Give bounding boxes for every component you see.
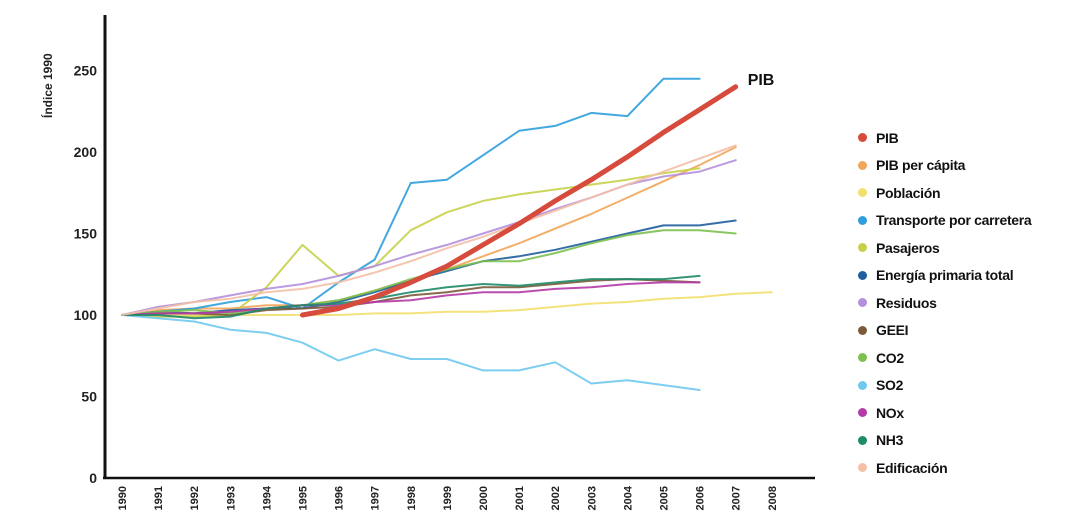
- x-tick-label: 1990: [117, 486, 129, 510]
- legend-label: PIB per cápita: [876, 157, 966, 174]
- x-tick-label: 1997: [370, 486, 382, 510]
- x-tick-label: 2005: [659, 486, 671, 510]
- legend-swatch: [858, 133, 867, 143]
- x-tick-label: 2006: [695, 486, 707, 510]
- series-line: [121, 274, 701, 320]
- legend-item: Transporte por carretera: [858, 207, 1032, 235]
- y-tick-label: 0: [89, 470, 97, 486]
- series-line: [121, 159, 737, 316]
- legend-item: NH3: [858, 427, 1031, 455]
- legend: PIB PIB per cápita Población Transporte por…: [858, 124, 1032, 482]
- legend-swatch: [858, 188, 867, 198]
- legend-label: Población: [876, 184, 941, 201]
- legend-label: Pasajeros: [876, 239, 940, 256]
- legend-item: PIB: [858, 124, 1031, 152]
- legend-swatch: [858, 463, 867, 473]
- legend-label: CO2: [876, 349, 904, 366]
- legend-swatch: [858, 325, 867, 335]
- legend-item: GEEI: [858, 317, 1031, 345]
- legend-swatch: [858, 435, 867, 445]
- series-line: [121, 167, 701, 318]
- x-tick-label: 2000: [478, 486, 490, 510]
- x-tick-label: 2003: [586, 486, 598, 510]
- legend-label: Energía primaria total: [876, 267, 1014, 284]
- legend-swatch: [858, 215, 867, 225]
- legend-label: NH3: [876, 432, 904, 449]
- legend-item: Población: [858, 179, 1031, 207]
- legend-swatch: [858, 243, 867, 253]
- legend-swatch: [858, 353, 867, 363]
- x-tick-label: 1994: [261, 485, 273, 510]
- x-tick-label: 1993: [225, 486, 237, 510]
- series-line: [121, 314, 701, 391]
- legend-swatch: [858, 270, 867, 280]
- y-tick-label: 200: [74, 144, 98, 160]
- x-tick-label: 2008: [767, 486, 779, 510]
- y-tick-label: 150: [74, 226, 98, 242]
- legend-label: NOx: [876, 404, 904, 421]
- series-line: [121, 281, 701, 316]
- legend-item: NOx: [858, 399, 1031, 427]
- legend-label: Transporte por carretera: [876, 212, 1032, 229]
- x-tick-label: 2004: [622, 485, 634, 510]
- legend-label: GEEI: [876, 322, 909, 339]
- legend-swatch: [858, 160, 867, 170]
- legend-item: SO2: [858, 372, 1031, 400]
- y-tick-label: 250: [74, 63, 98, 79]
- legend-item: Edificación: [858, 454, 1031, 482]
- legend-label: Edificación: [876, 459, 948, 476]
- x-tick-label: 1996: [334, 486, 346, 510]
- x-tick-label: 2007: [731, 486, 743, 510]
- x-tick-label: 2001: [514, 486, 526, 510]
- legend-item: Pasajeros: [858, 234, 1031, 262]
- legend-item: Energía primaria total: [858, 262, 1031, 290]
- series-line: [121, 144, 737, 316]
- legend-item: Residuos: [858, 289, 1031, 317]
- pib-annotation: PIB: [748, 72, 775, 89]
- legend-label: PIB: [876, 129, 899, 146]
- legend-swatch: [858, 408, 867, 418]
- y-tick-label: 100: [74, 307, 98, 323]
- legend-swatch: [858, 298, 867, 308]
- legend-swatch: [858, 380, 867, 390]
- series-line: [300, 84, 739, 318]
- series-line: [121, 278, 701, 316]
- y-axis-label: Índice 1990: [40, 53, 55, 118]
- legend-item: CO2: [858, 344, 1031, 372]
- x-tick-label: 1995: [298, 486, 310, 510]
- y-tick-label: 50: [81, 389, 97, 405]
- legend-label: SO2: [876, 377, 904, 394]
- x-tick-label: 1991: [153, 486, 165, 510]
- series-line: [121, 77, 701, 316]
- x-tick-label: 1992: [189, 486, 201, 510]
- x-tick-label: 1999: [442, 486, 454, 510]
- x-tick-label: 2002: [550, 486, 562, 510]
- legend-label: Residuos: [876, 294, 937, 311]
- x-tick-label: 1998: [406, 486, 418, 510]
- legend-item: PIB per cápita: [858, 152, 1031, 180]
